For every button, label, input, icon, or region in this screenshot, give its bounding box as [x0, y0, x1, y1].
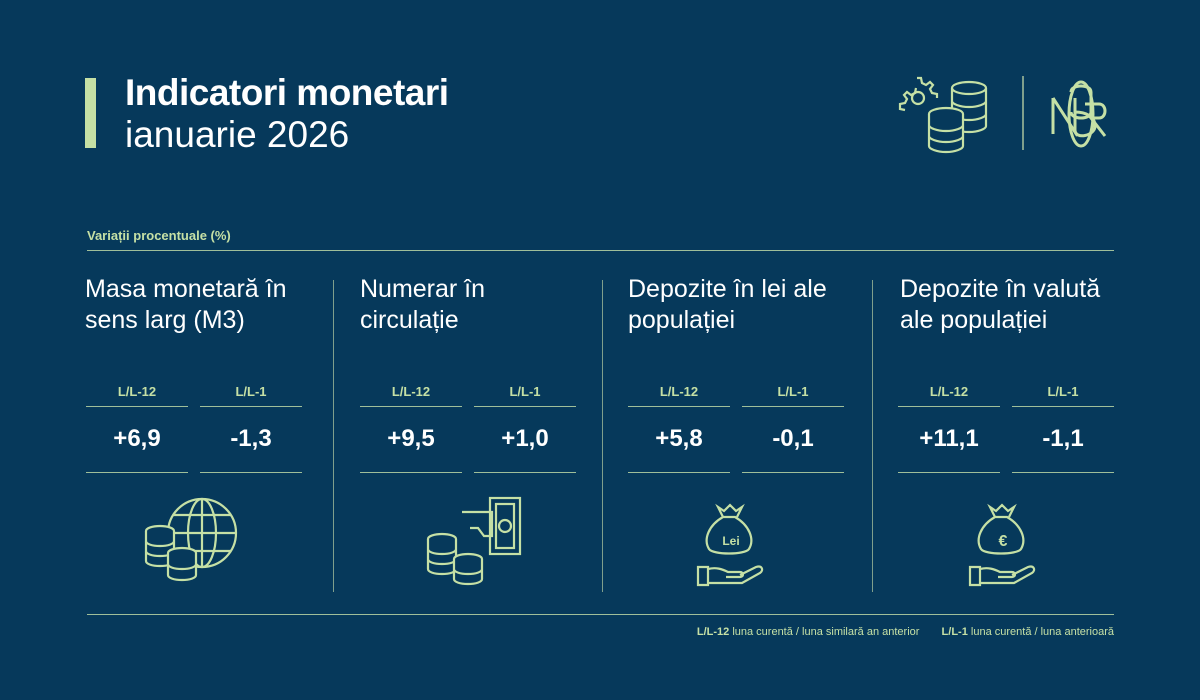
metric-label: L/L-12: [628, 384, 730, 407]
indicator-title: Numerar în circulație: [360, 275, 486, 334]
metrics-depozite-valuta: L/L-12 +11,1 L/L-1 -1,1: [898, 384, 1114, 473]
indicator-title: Depozite în valută ale populației: [900, 275, 1101, 334]
metric-value: -1,3: [200, 407, 302, 473]
title-accent-bar: [85, 78, 96, 148]
metric-value: +9,5: [360, 407, 462, 473]
metrics-m3: L/L-12 +6,9 L/L-1 -1,3: [86, 384, 302, 473]
column-divider: [333, 280, 334, 592]
indicator-m3: Masa monetară în sens larg (M3): [85, 274, 315, 374]
header-divider: [1022, 76, 1024, 150]
page-subtitle: ianuarie 2026: [125, 114, 350, 155]
metric-value: +11,1: [898, 407, 1000, 473]
metric-label: L/L-12: [86, 384, 188, 407]
indicator-title: Depozite în lei ale populației: [628, 275, 827, 334]
metric-label: L/L-12: [360, 384, 462, 407]
metric-value: +6,9: [86, 407, 188, 473]
legend-l1-key: L/L-1: [941, 626, 968, 638]
page-title: Indicatori monetari: [125, 72, 449, 113]
metric-label: L/L-1: [1012, 384, 1114, 407]
metric-label: L/L-1: [200, 384, 302, 407]
money-bag-lei-icon: Lei: [696, 503, 764, 587]
metric-value: +5,8: [628, 407, 730, 473]
metrics-numerar: L/L-12 +9,5 L/L-1 +1,0: [360, 384, 576, 473]
metric-label: L/L-12: [898, 384, 1000, 407]
coins-globe-icon: [144, 497, 238, 582]
metrics-depozite-lei: L/L-12 +5,8 L/L-1 -0,1: [628, 384, 844, 473]
metric-value: -0,1: [742, 407, 844, 473]
indicator-depozite-lei: Depozite în lei ale populației: [628, 274, 858, 374]
section-divider: [87, 250, 1114, 251]
legend-l12-key: L/L-12: [696, 626, 730, 638]
cash-hand-coins-icon: [426, 496, 522, 586]
indicator-title: Masa monetară în sens larg (M3): [85, 275, 287, 334]
bnr-logo-icon: [1051, 80, 1107, 148]
metric-value: -1,1: [1012, 407, 1114, 473]
bag-label: Lei: [722, 534, 739, 548]
indicator-depozite-valuta: Depozite în valută ale populației: [900, 274, 1130, 374]
section-label: Variații procentuale (%): [87, 228, 231, 243]
bag-label: €: [999, 533, 1008, 550]
gear-database-icon: [898, 76, 988, 154]
legend: L/L-12 luna curentă / luna similară an a…: [697, 626, 1114, 638]
column-divider: [602, 280, 603, 592]
metric-value: +1,0: [474, 407, 576, 473]
metric-label: L/L-1: [474, 384, 576, 407]
column-divider: [872, 280, 873, 592]
indicator-numerar: Numerar în circulație: [360, 274, 590, 374]
legend-l12-desc: luna curentă / luna similară an anterior: [732, 626, 920, 638]
metric-label: L/L-1: [742, 384, 844, 407]
footer-divider: [87, 614, 1114, 615]
legend-l1-desc: luna curentă / luna anterioară: [970, 626, 1114, 638]
money-bag-euro-icon: €: [968, 503, 1036, 587]
